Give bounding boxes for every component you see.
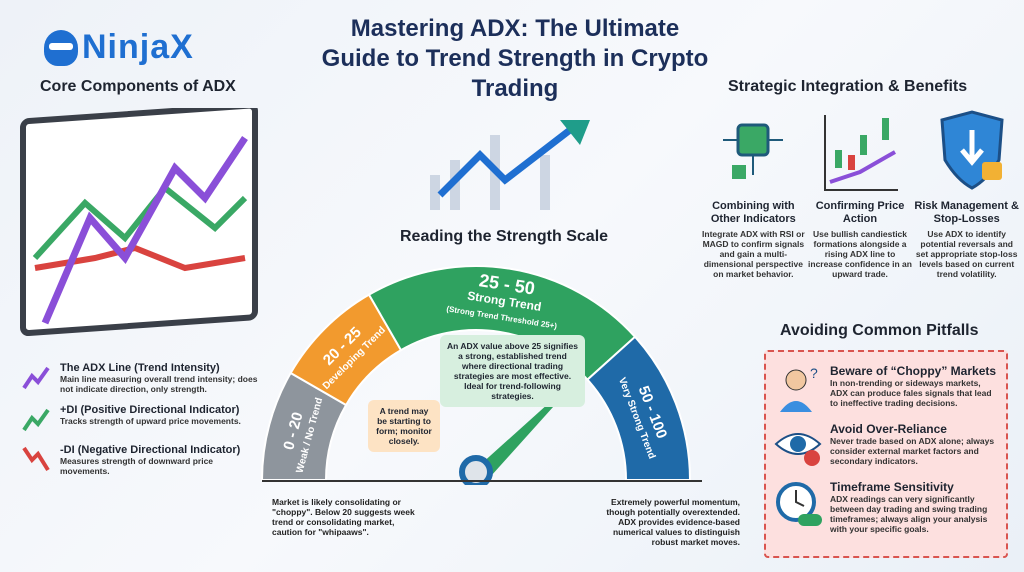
page-title: Mastering ADX: The Ultimate Guide to Tre…: [321, 15, 709, 102]
shield-lock-icon: [940, 110, 1004, 190]
legend-item: The ADX Line (Trend Intensity) Main line …: [22, 362, 262, 394]
developing-trend-callout: A trend may be starting to form; monitor…: [368, 400, 440, 452]
benefit-desc: Use bullish candiestick formations along…: [808, 229, 912, 279]
scale-title: Reading the Strength Scale: [400, 228, 609, 245]
eye-cross-icon: [774, 433, 822, 466]
weak-trend-note: Market is likely consolidating or "chopp…: [272, 497, 415, 537]
candlestick-chart-icon: [824, 115, 898, 191]
benefit-title: Combining with Other Indicators: [710, 200, 796, 225]
purple-up-arrow-icon: [22, 366, 50, 390]
pitfall-desc: In non-trending or sideways markets, ADX…: [830, 378, 992, 408]
legend-desc: Main line measuring overall trend intens…: [60, 374, 258, 394]
pitfall-item: Avoid Over-Reliance Never trade based on …: [774, 422, 998, 470]
pitfall-desc: Never trade based on ADX alone; always c…: [830, 436, 995, 466]
pitfall-title: Avoid Over-Reliance: [830, 422, 947, 436]
legend-item: -DI (Negative Directional Indicator) Meas…: [22, 444, 262, 476]
legend-title: +DI (Positive Directional Indicator): [60, 404, 240, 416]
green-up-arrow-icon: [22, 408, 50, 432]
circuit-chip-icon: [723, 123, 784, 179]
core-components-title: Core Components of ADX: [40, 78, 236, 95]
benefit-title: Risk Management & Stop-Losses: [914, 200, 1019, 225]
pitfalls-box: ? Beware of “Choppy” Markets In non-trendi…: [764, 350, 1008, 558]
benefit-desc: Integrate ADX with RSI or MAGD to confir…: [702, 229, 805, 279]
legend-title: -DI (Negative Directional Indicator): [60, 444, 241, 456]
strong-trend-callout: An ADX value above 25 signifies a strong…: [440, 335, 585, 407]
trend-arrow-icon: [430, 120, 590, 210]
strategic-title: Strategic Integration & Benefits: [728, 78, 968, 95]
benefit-item: Combining with Other Indicators Integrate…: [700, 110, 807, 279]
legend-desc: Measures strength of downward price move…: [60, 456, 214, 476]
logo: NinjaX: [44, 28, 194, 67]
pitfalls-title: Avoiding Common Pitfalls: [780, 322, 979, 339]
benefit-item: Confirming Price Action Use bullish candi…: [807, 110, 914, 279]
red-down-arrow-icon: [22, 446, 50, 472]
pitfall-title: Beware of “Choppy” Markets: [830, 364, 997, 378]
pitfall-item: Timeframe Sensitivity ADX readings can ve…: [774, 480, 998, 534]
logo-text: NinjaX: [82, 28, 194, 66]
legend-desc: Tracks strength of upward price movement…: [60, 416, 241, 426]
gauge-hub: [459, 455, 493, 485]
benefit-title: Confirming Price Action: [815, 200, 905, 225]
core-components-list: The ADX Line (Trend Intensity) Main line …: [22, 362, 262, 486]
svg-text:?: ?: [810, 365, 818, 381]
strategic-list: Combining with Other Indicators Integrate…: [700, 110, 1020, 279]
adx-chart-illustration: [20, 108, 258, 337]
pitfall-item: ? Beware of “Choppy” Markets In non-trendi…: [774, 364, 998, 412]
legend-title: The ADX Line (Trend Intensity): [60, 362, 220, 374]
ninja-logo-icon: [44, 29, 78, 66]
legend-item: +DI (Positive Directional Indicator) Trac…: [22, 404, 262, 434]
very-strong-trend-note: Extremely powerful momentum, though pote…: [606, 497, 740, 547]
benefit-desc: Use ADX to identify potential reversals …: [915, 229, 1018, 279]
clock-toggle-icon: [776, 482, 822, 526]
confused-person-icon: ?: [780, 365, 818, 412]
benefit-item: Risk Management & Stop-Losses Use ADX to …: [913, 110, 1020, 279]
pitfall-desc: ADX readings can very significantly betw…: [830, 494, 988, 534]
pitfall-title: Timeframe Sensitivity: [830, 480, 954, 494]
